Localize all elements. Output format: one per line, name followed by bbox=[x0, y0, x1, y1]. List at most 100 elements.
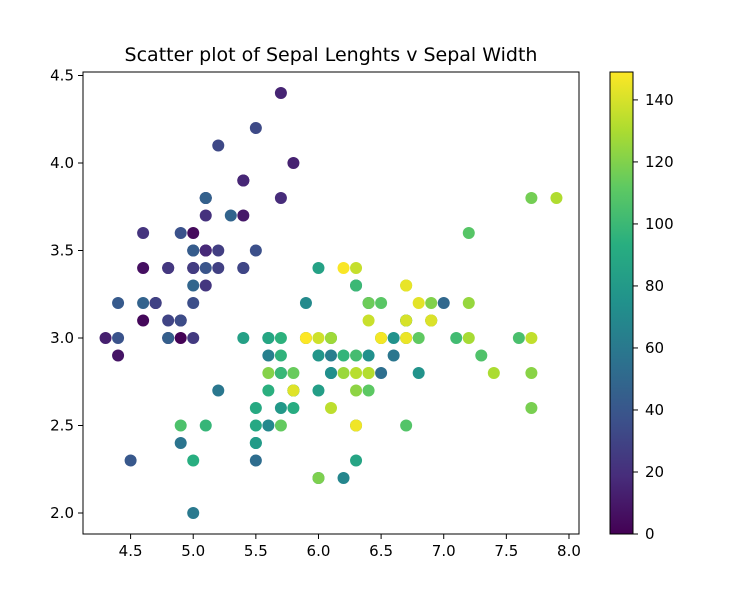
scatter-point bbox=[350, 454, 363, 467]
scatter-point bbox=[262, 384, 275, 397]
scatter-point bbox=[512, 332, 525, 344]
scatter-point bbox=[262, 349, 275, 362]
scatter-point bbox=[325, 349, 337, 362]
x-tick-label: 8.0 bbox=[557, 542, 581, 560]
scatter-point bbox=[400, 279, 413, 292]
x-tick-label: 5.5 bbox=[244, 542, 268, 560]
scatter-point bbox=[337, 367, 350, 379]
scatter-point bbox=[249, 402, 262, 414]
scatter-point bbox=[212, 384, 225, 397]
scatter-point bbox=[525, 332, 538, 344]
scatter-point bbox=[262, 419, 275, 432]
scatter-point bbox=[437, 297, 450, 309]
colorbar-tick-label: 140 bbox=[645, 91, 674, 109]
scatter-point bbox=[212, 262, 225, 274]
scatter-point bbox=[362, 367, 375, 379]
scatter-point bbox=[462, 332, 475, 344]
scatter-point bbox=[525, 367, 538, 379]
scatter-point bbox=[137, 262, 150, 274]
x-tick-label: 5.0 bbox=[181, 542, 205, 560]
scatter-point bbox=[137, 297, 150, 309]
scatter-point bbox=[287, 367, 300, 379]
scatter-point bbox=[400, 314, 413, 327]
x-axis: 4.5 5.0 5.5 6.0 6.5 7.0 7.5 8.0 bbox=[119, 534, 581, 560]
scatter-point bbox=[287, 384, 300, 397]
scatter-point bbox=[274, 349, 287, 362]
scatter-point bbox=[525, 192, 538, 204]
scatter-point bbox=[237, 174, 250, 187]
scatter-point bbox=[375, 297, 388, 309]
scatter-point bbox=[487, 367, 500, 379]
scatter-point bbox=[187, 262, 200, 274]
scatter-point bbox=[299, 332, 312, 344]
scatter-point bbox=[362, 297, 375, 309]
y-tick-label: 4.5 bbox=[50, 67, 74, 85]
x-tick-label: 7.5 bbox=[494, 542, 518, 560]
scatter-point bbox=[112, 332, 125, 344]
scatter-point bbox=[187, 507, 200, 519]
scatter-point bbox=[99, 332, 112, 344]
scatter-point bbox=[287, 157, 300, 169]
scatter-point bbox=[174, 419, 187, 432]
scatter-point bbox=[212, 244, 225, 257]
scatter-point bbox=[412, 332, 425, 344]
colorbar-tick-label: 80 bbox=[645, 277, 664, 295]
colorbar bbox=[609, 71, 634, 535]
scatter-point bbox=[350, 349, 363, 362]
y-axis: 2.0 2.5 3.0 3.5 4.0 4.5 bbox=[50, 67, 83, 522]
scatter-point bbox=[350, 419, 363, 432]
scatter-point bbox=[249, 454, 262, 467]
colorbar-axis: 0 20 40 60 80 100 120 140 bbox=[633, 91, 674, 543]
scatter-point bbox=[274, 87, 287, 99]
scatter-point bbox=[187, 297, 200, 309]
scatter-point bbox=[174, 332, 187, 344]
scatter-point bbox=[249, 419, 262, 432]
y-tick-label: 3.5 bbox=[50, 242, 74, 260]
scatter-point bbox=[187, 227, 200, 239]
scatter-point bbox=[412, 297, 425, 309]
colorbar-tick-label: 20 bbox=[645, 463, 664, 481]
scatter-point bbox=[412, 367, 425, 379]
scatter-point bbox=[249, 122, 262, 134]
scatter-point bbox=[187, 279, 200, 292]
scatter-point bbox=[112, 349, 125, 362]
scatter-point bbox=[312, 332, 325, 344]
colorbar-tick-label: 60 bbox=[645, 339, 664, 357]
scatter-point bbox=[425, 314, 438, 327]
scatter-point bbox=[274, 402, 287, 414]
scatter-point bbox=[337, 349, 350, 362]
scatter-point bbox=[312, 262, 325, 274]
scatter-point bbox=[199, 262, 212, 274]
scatter-point bbox=[350, 367, 363, 379]
scatter-point bbox=[337, 472, 350, 484]
scatter-point bbox=[312, 384, 325, 397]
scatter-point bbox=[387, 332, 400, 344]
x-tick-label: 4.5 bbox=[119, 542, 143, 560]
points-layer bbox=[99, 87, 563, 519]
scatter-point bbox=[199, 419, 212, 432]
scatter-point bbox=[124, 454, 137, 467]
scatter-point bbox=[174, 227, 187, 239]
y-tick-label: 3.0 bbox=[50, 329, 74, 347]
scatter-point bbox=[187, 244, 200, 257]
scatter-point bbox=[237, 209, 250, 222]
scatter-point bbox=[450, 332, 463, 344]
scatter-point bbox=[187, 332, 200, 344]
scatter-point bbox=[325, 332, 337, 344]
scatter-point bbox=[274, 419, 287, 432]
scatter-point bbox=[174, 314, 187, 327]
scatter-point bbox=[237, 262, 250, 274]
scatter-point bbox=[112, 297, 125, 309]
scatter-point bbox=[199, 244, 212, 257]
colorbar-tick-label: 100 bbox=[645, 215, 674, 233]
scatter-point bbox=[137, 314, 150, 327]
scatter-point bbox=[312, 472, 325, 484]
scatter-point bbox=[350, 262, 363, 274]
scatter-point bbox=[162, 262, 175, 274]
scatter-point bbox=[162, 314, 175, 327]
scatter-point bbox=[400, 332, 413, 344]
colorbar-tick-label: 0 bbox=[645, 525, 655, 543]
scatter-point bbox=[224, 209, 237, 222]
scatter-point bbox=[312, 349, 325, 362]
